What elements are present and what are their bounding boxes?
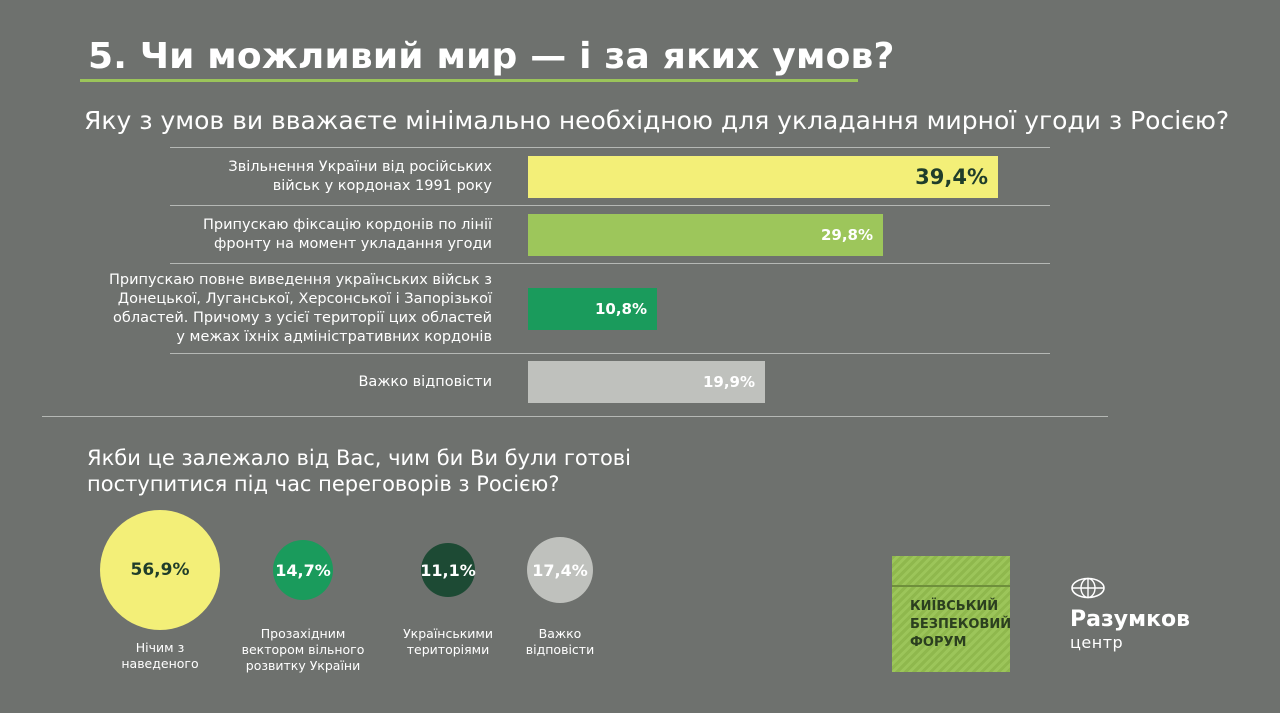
- razumkov-logo-name: Разумков: [1070, 607, 1191, 632]
- bar-label: Припускаю повне виведення українських ві…: [70, 271, 492, 347]
- bar: 10,8%: [528, 288, 657, 330]
- bar-value-label: 39,4%: [915, 165, 988, 189]
- bar: 29,8%: [528, 214, 883, 256]
- title-underline: [80, 79, 858, 82]
- bubble: 14,7%: [273, 540, 333, 600]
- question-2-line-1: Якби це залежало від Вас, чим би Ви були…: [87, 446, 632, 470]
- row-separator: [170, 263, 1050, 264]
- bubble: 56,9%: [100, 510, 220, 630]
- bar-label: Припускаю фіксацію кордонів по лінії фрон…: [70, 216, 492, 254]
- question-2-line-2: поступитися під час переговорів з Росією…: [87, 472, 560, 496]
- bar-value-label: 29,8%: [820, 226, 873, 244]
- razumkov-logo-sub: центр: [1070, 633, 1124, 652]
- bubble-value-label: 11,1%: [420, 560, 476, 580]
- section-divider: [42, 416, 1108, 417]
- forum-logo-line-3: ФОРУМ: [910, 635, 967, 650]
- row-separator: [170, 353, 1050, 354]
- question-1: Яку з умов ви вважаєте мінімально необхі…: [84, 106, 1230, 135]
- bubble-caption: Прозахідним вектором вільного розвитку Укр…: [233, 626, 373, 674]
- bar-label: Звільнення України від російських військ …: [70, 158, 492, 196]
- forum-logo-line-1: КИЇВСЬКИЙ: [910, 599, 999, 614]
- bar-value-label: 19,9%: [702, 373, 755, 391]
- bubble-caption-line: розвитку України: [245, 658, 361, 673]
- row-separator: [170, 205, 1050, 206]
- page-title: 5. Чи можливий мир — і за яких умов?: [88, 36, 895, 77]
- bar-label-line: Припускаю фіксацію кордонів по лінії: [203, 217, 492, 233]
- bubble-value-label: 17,4%: [532, 560, 588, 580]
- bar-label-line: Важко відповісти: [358, 373, 492, 390]
- globe-icon: [1071, 577, 1105, 599]
- bar: 19,9%: [528, 361, 765, 403]
- row-separator: [170, 147, 1050, 148]
- bar-label-line: у межах їхніх адміністративних кордонів: [176, 329, 492, 345]
- bar-label-line: військ у кордонах 1991 року: [272, 178, 492, 194]
- bubble-caption-line: вектором вільного: [241, 642, 365, 657]
- bar-label-line: фронту на момент укладання угоди: [214, 236, 492, 252]
- bubble: 11,1%: [420, 543, 476, 597]
- bar-value-label: 10,8%: [594, 300, 647, 318]
- bubble-value-label: 56,9%: [130, 560, 190, 580]
- bubble-caption: Нічим з наведеного: [90, 640, 230, 672]
- bar-label-line: Звільнення України від російських: [228, 159, 492, 175]
- bar-label-line: областей. Причому з усієї території цих …: [113, 310, 492, 326]
- bubble-caption-line: Нічим з: [135, 640, 185, 655]
- bar-label: Важко відповісти: [70, 373, 492, 392]
- bubble-caption-line: відповісти: [525, 642, 595, 657]
- kyiv-security-forum-logo: КИЇВСЬКИЙ БЕЗПЕКОВИЙ ФОРУМ: [892, 556, 1011, 672]
- bubble-caption-line: наведеного: [121, 656, 199, 671]
- bar-label-line: Донецької, Луганської, Херсонської і Зап…: [117, 291, 492, 307]
- logo-line: [892, 585, 1010, 587]
- bar: 39,4%: [528, 156, 998, 198]
- bubble: 17,4%: [527, 537, 593, 603]
- bar-label-line: Припускаю повне виведення українських ві…: [108, 272, 492, 288]
- forum-logo-line-2: БЕЗПЕКОВИЙ: [910, 617, 1012, 632]
- bubble-caption-line: Прозахідним: [260, 626, 346, 641]
- forum-logo-text: КИЇВСЬКИЙ БЕЗПЕКОВИЙ ФОРУМ: [910, 598, 1011, 652]
- bubble-caption: Важко відповісти: [490, 626, 630, 658]
- bubble-caption: Українськими територіями: [378, 626, 518, 658]
- bubble-value-label: 14,7%: [275, 560, 331, 580]
- bubble-caption-line: Важко: [538, 626, 582, 641]
- bubble-caption-line: територіями: [406, 642, 490, 657]
- bubble-caption-line: Українськими: [403, 626, 493, 641]
- question-2: Якби це залежало від Вас, чим би Ви були…: [87, 445, 687, 497]
